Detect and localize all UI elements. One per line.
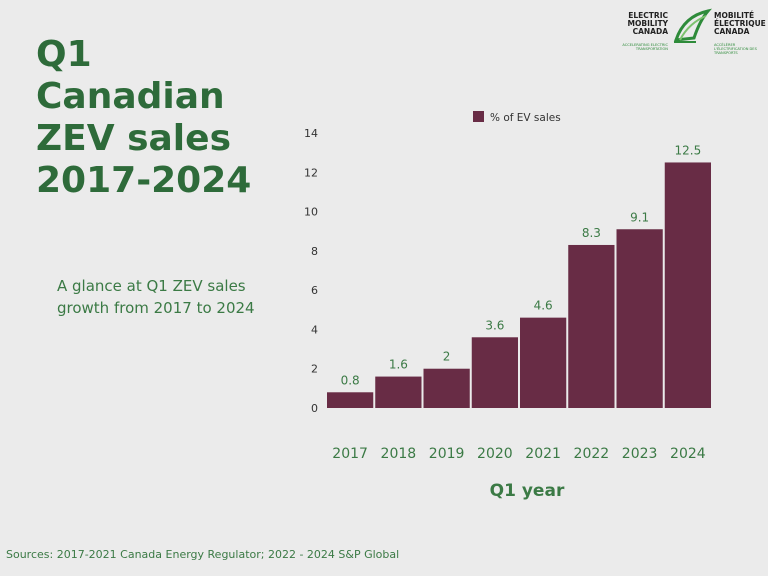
x-tick-label: 2019 bbox=[429, 446, 465, 462]
data-label: 0.8 bbox=[341, 373, 360, 387]
x-axis-title: Q1 year bbox=[490, 481, 565, 501]
data-label: 3.6 bbox=[485, 318, 504, 332]
sources-note: Sources: 2017-2021 Canada Energy Regulat… bbox=[6, 548, 400, 561]
x-tick-label: 2021 bbox=[525, 446, 561, 462]
legend-label: % of EV sales bbox=[490, 112, 561, 124]
title-line: Canadian bbox=[36, 76, 225, 117]
x-tick-label: 2020 bbox=[477, 446, 513, 462]
bar bbox=[616, 229, 663, 408]
y-tick-label: 12 bbox=[304, 166, 318, 179]
title-line: Q1 bbox=[36, 34, 92, 75]
data-label: 2 bbox=[443, 350, 451, 364]
data-label: 12.5 bbox=[675, 143, 702, 157]
legend-swatch bbox=[473, 111, 484, 122]
y-tick-label: 10 bbox=[304, 206, 318, 219]
page-title: Q1 Canadian ZEV sales 2017-2024 bbox=[36, 34, 276, 202]
bar bbox=[664, 162, 711, 408]
title-line: 2017-2024 bbox=[36, 160, 252, 201]
bar bbox=[568, 244, 615, 408]
data-label: 4.6 bbox=[534, 299, 553, 313]
logo-french-tagline: ACCÉLÉRER L'ÉLECTRIFICATION DES TRANSPOR… bbox=[714, 43, 757, 55]
data-label: 9.1 bbox=[630, 210, 649, 224]
organization-logo: ELECTRIC MOBILITY CANADA ACCELERATING EL… bbox=[622, 6, 766, 55]
x-tick-label: 2023 bbox=[622, 446, 658, 462]
y-tick-label: 6 bbox=[311, 284, 318, 297]
data-label: 1.6 bbox=[389, 358, 408, 372]
y-tick-label: 0 bbox=[311, 402, 318, 415]
leaf-swoosh-icon bbox=[673, 8, 712, 43]
logo-english-name: ELECTRIC MOBILITY CANADA bbox=[627, 11, 668, 36]
bar bbox=[520, 317, 567, 408]
x-tick-label: 2018 bbox=[381, 446, 417, 462]
data-label: 8.3 bbox=[582, 226, 601, 240]
y-tick-label: 4 bbox=[311, 323, 318, 336]
y-tick-label: 8 bbox=[311, 245, 318, 258]
logo-english-tagline: ACCELERATING ELECTRIC TRANSPORTATION bbox=[622, 43, 668, 51]
bar bbox=[375, 376, 422, 408]
bar bbox=[327, 392, 374, 408]
x-tick-label: 2024 bbox=[670, 446, 706, 462]
subtitle: A glance at Q1 ZEV sales growth from 201… bbox=[57, 277, 255, 317]
bar bbox=[423, 368, 470, 408]
x-tick-label: 2017 bbox=[332, 446, 368, 462]
y-tick-label: 2 bbox=[311, 363, 318, 376]
x-tick-label: 2022 bbox=[574, 446, 610, 462]
logo-french-name: MOBILITÉ ÉLECTRIQUE CANADA bbox=[714, 11, 766, 36]
bar bbox=[471, 337, 518, 408]
y-tick-label: 14 bbox=[304, 127, 318, 140]
title-line: ZEV sales bbox=[36, 118, 231, 159]
